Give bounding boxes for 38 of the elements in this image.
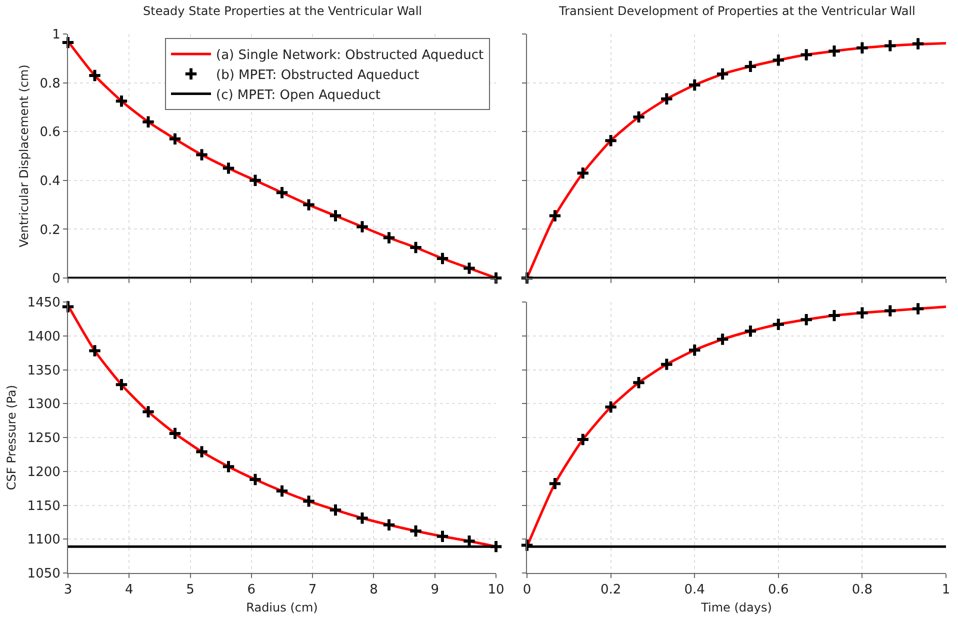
x-tick-label: 1 — [942, 582, 950, 598]
y-tick-label: 0 — [52, 272, 60, 287]
y-tick-label: 1250 — [27, 431, 60, 446]
y-tick-label: 1050 — [27, 566, 60, 582]
x-tick-label: 0 — [522, 582, 532, 598]
y-tick-label: 0.8 — [40, 76, 60, 92]
legend-label: (c) MPET: Open Aqueduct — [216, 88, 380, 103]
x-tick-label: 0.2 — [600, 582, 622, 598]
x-tick-label: 0.8 — [852, 582, 873, 598]
x-tick-label: 8 — [370, 582, 378, 598]
y-tick-label: 1450 — [27, 296, 60, 311]
y-tick-label: 1 — [52, 28, 60, 43]
legend-label: (a) Single Network: Obstructed Aqueduct — [216, 48, 484, 64]
x-tick-label: 7 — [308, 582, 317, 598]
y-tick-label: 1350 — [27, 363, 60, 378]
y-tick-label: 0.4 — [40, 174, 60, 189]
y-tick-label: 1150 — [27, 498, 60, 514]
x-tick-label: 0.4 — [684, 582, 705, 598]
x-tick-label: 3 — [64, 582, 72, 598]
x-tick-label: 0.6 — [768, 582, 789, 598]
y-tick-label: 1300 — [27, 397, 60, 412]
x-tick-label: 9 — [430, 582, 439, 598]
x-axis-title: Time (days) — [700, 600, 772, 614]
legend-label: (b) MPET: Obstructed Aqueduct — [216, 68, 420, 83]
chart-title: Steady State Properties at the Ventricular Wall — [143, 4, 422, 18]
x-tick-label: 10 — [488, 582, 504, 598]
chart-title: Transient Development of Properties at the Ventricular Wall — [558, 4, 916, 18]
x-tick-label: 5 — [186, 582, 194, 598]
x-axis-title: Radius (cm) — [246, 600, 318, 614]
x-tick-label: 6 — [247, 582, 256, 598]
y-tick-label: 1400 — [27, 329, 60, 344]
y-tick-label: 0.6 — [40, 125, 60, 140]
x-tick-label: 4 — [125, 582, 134, 598]
y-axis-title: Ventricular Displacement (cm) — [17, 64, 32, 248]
y-tick-label: 1100 — [27, 532, 60, 548]
y-axis-title: CSF Pressure (Pa) — [4, 384, 19, 490]
y-tick-label: 0.2 — [40, 222, 60, 238]
y-tick-label: 1200 — [27, 464, 60, 480]
